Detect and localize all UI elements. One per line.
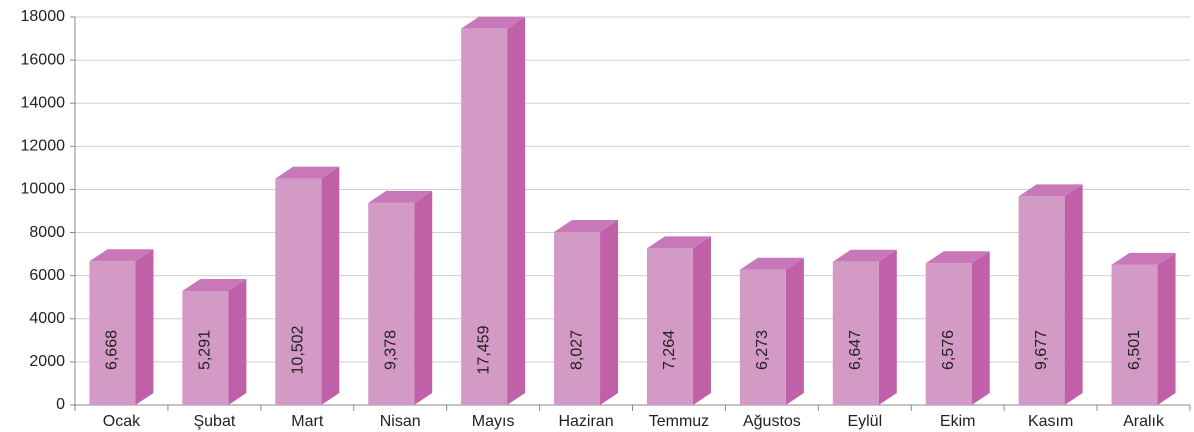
bar-side <box>507 16 526 405</box>
x-tick-label: Ocak <box>103 413 141 430</box>
bar-top <box>925 251 990 264</box>
y-tick-label: 6000 <box>29 267 65 284</box>
bar-side <box>1064 184 1083 405</box>
bar <box>554 231 601 405</box>
bar-side <box>785 257 804 405</box>
bar <box>182 290 229 405</box>
bar-top <box>1018 184 1083 197</box>
y-tick-label: 14000 <box>21 94 66 111</box>
x-tick-label: Haziran <box>558 413 613 430</box>
bar <box>646 248 693 405</box>
bar-side <box>692 236 711 405</box>
value-label: 8,027 <box>568 330 585 370</box>
value-label: 7,264 <box>661 330 678 370</box>
bar-top <box>646 236 711 249</box>
value-label: 9,378 <box>382 330 399 370</box>
value-label: 9,677 <box>1033 330 1050 370</box>
bar <box>832 261 879 405</box>
value-label: 17,459 <box>475 325 492 374</box>
bar-top <box>1111 252 1176 265</box>
bar <box>925 263 972 405</box>
x-tick-label: Kasım <box>1028 413 1073 430</box>
x-tick-label: Temmuz <box>649 413 709 430</box>
bar-top <box>275 166 340 179</box>
bar-side <box>1157 252 1176 405</box>
x-tick-label: Aralık <box>1123 413 1165 430</box>
y-tick-label: 4000 <box>29 310 65 327</box>
x-tick-label: Ekim <box>940 413 976 430</box>
bar-top <box>182 278 247 291</box>
x-tick-label: Eylül <box>847 413 882 430</box>
y-tick-label: 0 <box>56 396 65 413</box>
y-tick-label: 8000 <box>29 224 65 241</box>
y-tick-label: 16000 <box>21 51 66 68</box>
bar-top <box>832 249 897 262</box>
bar <box>1018 196 1065 405</box>
value-label: 6,273 <box>754 330 771 370</box>
bar-side <box>228 278 247 405</box>
bar-side <box>321 166 340 405</box>
value-label: 6,668 <box>104 330 121 370</box>
bar <box>461 28 508 405</box>
value-label: 5,291 <box>197 330 214 370</box>
bar-side <box>971 251 990 405</box>
bar-top <box>554 219 619 232</box>
bar-top <box>739 257 804 270</box>
y-tick-label: 18000 <box>21 8 66 25</box>
bar <box>739 269 786 405</box>
x-tick-label: Nisan <box>380 413 421 430</box>
bar-side <box>414 190 433 405</box>
bar-side <box>135 249 154 405</box>
x-tick-label: Mart <box>291 413 324 430</box>
y-tick-label: 10000 <box>21 181 66 198</box>
bar-side <box>600 219 619 405</box>
value-label: 6,647 <box>847 330 864 370</box>
y-tick-label: 12000 <box>21 138 66 155</box>
x-tick-label: Ağustos <box>743 413 801 430</box>
bar-top <box>461 16 526 29</box>
bar-top <box>368 190 433 203</box>
value-label: 6,501 <box>1126 330 1143 370</box>
bar-side <box>878 249 897 405</box>
bar-top <box>89 249 154 262</box>
x-tick-label: Mayıs <box>472 413 515 430</box>
bar <box>368 202 415 405</box>
bar <box>275 178 322 405</box>
bar <box>89 261 136 405</box>
x-tick-label: Şubat <box>193 413 235 430</box>
value-label: 10,502 <box>290 325 307 374</box>
value-label: 6,576 <box>940 330 957 370</box>
bar <box>1111 264 1158 405</box>
y-tick-label: 2000 <box>29 353 65 370</box>
